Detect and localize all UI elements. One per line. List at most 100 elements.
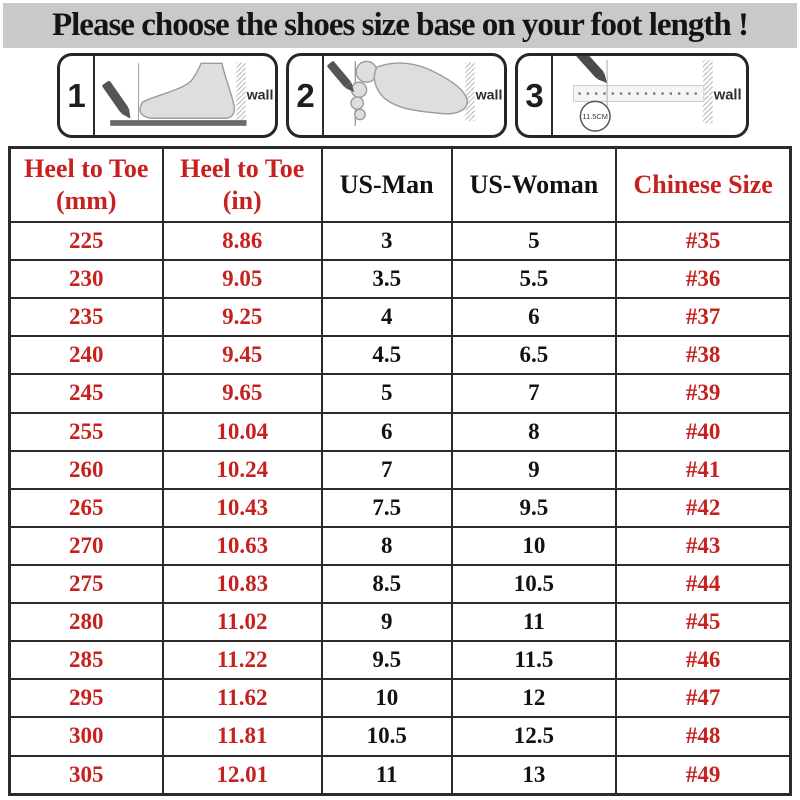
table-cell: 9.5 bbox=[320, 640, 453, 681]
foot-top-view-illustration: wall bbox=[324, 56, 504, 135]
table-row: 275 10.83 8.5 10.5 #44 bbox=[8, 563, 792, 605]
wall-label: wall bbox=[713, 87, 742, 103]
table-cell: 280 bbox=[8, 602, 164, 643]
table-cell: 235 bbox=[8, 297, 164, 338]
table-cell: 13 bbox=[450, 754, 618, 796]
table-cell: 3.5 bbox=[320, 259, 453, 300]
table-row: 295 11.62 10 12 #47 bbox=[8, 678, 792, 719]
table-cell: 11.22 bbox=[161, 640, 323, 681]
instruction-panel-2: 2 bbox=[286, 53, 507, 138]
table-cell: #40 bbox=[615, 411, 792, 452]
pencil-icon bbox=[576, 56, 608, 84]
table-cell: 7.5 bbox=[320, 487, 453, 528]
table-row: 255 10.04 6 8 #40 bbox=[8, 411, 792, 452]
table-cell: 9 bbox=[450, 449, 618, 490]
table-cell: 9.05 bbox=[161, 259, 323, 300]
table-cell: 9.25 bbox=[161, 297, 323, 338]
col-header-heel-toe-in: Heel to Toe (in) bbox=[161, 146, 323, 223]
table-cell: 3 bbox=[320, 220, 453, 262]
col-header-us-woman: US-Woman bbox=[450, 146, 618, 223]
table-cell: 9 bbox=[320, 602, 453, 643]
table-cell: 4.5 bbox=[320, 335, 453, 376]
circle-measure-label: 11.5CM bbox=[583, 112, 608, 121]
table-cell: 285 bbox=[8, 640, 164, 681]
size-table: Heel to Toe (mm) Heel to Toe (in) US-Man… bbox=[8, 146, 792, 796]
table-cell: 230 bbox=[8, 259, 164, 300]
table-cell: #49 bbox=[615, 754, 792, 796]
table-cell: 5 bbox=[320, 373, 453, 414]
table-cell: #42 bbox=[615, 487, 792, 528]
instruction-panels: 1 wall bbox=[0, 48, 800, 142]
table-cell: 12.5 bbox=[450, 716, 618, 757]
wall-hatch bbox=[236, 62, 246, 122]
step-1-number: 1 bbox=[60, 56, 95, 135]
table-cell: 270 bbox=[8, 525, 164, 566]
foot-side-silhouette bbox=[139, 62, 236, 119]
table-row: 245 9.65 5 7 #39 bbox=[8, 373, 792, 414]
table-row: 240 9.45 4.5 6.5 #38 bbox=[8, 335, 792, 376]
table-cell: 8.86 bbox=[161, 220, 323, 262]
table-cell: #41 bbox=[615, 449, 792, 490]
table-cell: 8 bbox=[450, 411, 618, 452]
pencil-icon bbox=[102, 80, 131, 119]
table-cell: 9.45 bbox=[161, 335, 323, 376]
ruler-measure-illustration: 11.5CM wall bbox=[553, 56, 746, 135]
wall-hatch bbox=[465, 62, 475, 122]
table-cell: 4 bbox=[320, 297, 453, 338]
table-cell: 5.5 bbox=[450, 259, 618, 300]
instruction-panel-3: 3 11.5CM bbox=[515, 53, 749, 138]
table-cell: 8 bbox=[320, 525, 453, 566]
table-cell: #45 bbox=[615, 602, 792, 643]
table-cell: 11.02 bbox=[161, 602, 323, 643]
table-cell: 265 bbox=[8, 487, 164, 528]
table-cell: 255 bbox=[8, 411, 164, 452]
foot-side-view-illustration: wall bbox=[95, 56, 275, 135]
table-cell: 275 bbox=[8, 563, 164, 605]
table-cell: 10.83 bbox=[161, 563, 323, 605]
table-row: 225 8.86 3 5 #35 bbox=[8, 220, 792, 262]
table-cell: 10.5 bbox=[320, 716, 453, 757]
table-cell: #46 bbox=[615, 640, 792, 681]
table-cell: 305 bbox=[8, 754, 164, 796]
wall-label: wall bbox=[475, 87, 503, 103]
footprint-silhouette bbox=[350, 60, 468, 121]
table-cell: 6 bbox=[450, 297, 618, 338]
table-cell: #38 bbox=[615, 335, 792, 376]
table-cell: 11.62 bbox=[161, 678, 323, 719]
table-cell: 6.5 bbox=[450, 335, 618, 376]
table-cell: 9.65 bbox=[161, 373, 323, 414]
table-row: 305 12.01 11 13 #49 bbox=[8, 754, 792, 796]
table-cell: #35 bbox=[615, 220, 792, 262]
table-cell: #36 bbox=[615, 259, 792, 300]
table-cell: 6 bbox=[320, 411, 453, 452]
table-cell: #48 bbox=[615, 716, 792, 757]
col-header-us-man: US-Man bbox=[320, 146, 453, 223]
col-header-heel-toe-mm: Heel to Toe (mm) bbox=[8, 146, 164, 223]
table-cell: 11.81 bbox=[161, 716, 323, 757]
table-cell: 9.5 bbox=[450, 487, 618, 528]
table-cell: 11 bbox=[320, 754, 453, 796]
table-cell: #39 bbox=[615, 373, 792, 414]
table-row: 230 9.05 3.5 5.5 #36 bbox=[8, 259, 792, 300]
table-cell: 260 bbox=[8, 449, 164, 490]
table-cell: 10.04 bbox=[161, 411, 323, 452]
table-cell: 245 bbox=[8, 373, 164, 414]
table-cell: 11 bbox=[450, 602, 618, 643]
pencil-icon bbox=[327, 61, 355, 93]
table-cell: 10.24 bbox=[161, 449, 323, 490]
step-3-number: 3 bbox=[518, 56, 553, 135]
table-cell: 12.01 bbox=[161, 754, 323, 796]
table-cell: 10.5 bbox=[450, 563, 618, 605]
table-cell: 10 bbox=[320, 678, 453, 719]
step-2-number: 2 bbox=[289, 56, 324, 135]
table-cell: #47 bbox=[615, 678, 792, 719]
col-header-chinese-size: Chinese Size bbox=[615, 146, 792, 223]
table-row: 235 9.25 4 6 #37 bbox=[8, 297, 792, 338]
table-row: 280 11.02 9 11 #45 bbox=[8, 602, 792, 643]
table-header-row: Heel to Toe (mm) Heel to Toe (in) US-Man… bbox=[8, 146, 792, 223]
table-row: 300 11.81 10.5 12.5 #48 bbox=[8, 716, 792, 757]
table-cell: 300 bbox=[8, 716, 164, 757]
table-cell: #37 bbox=[615, 297, 792, 338]
size-table-body: 225 8.86 3 5 #35 230 9.05 3.5 5.5 #36 235 9.25 4 6 #37… bbox=[8, 220, 792, 796]
